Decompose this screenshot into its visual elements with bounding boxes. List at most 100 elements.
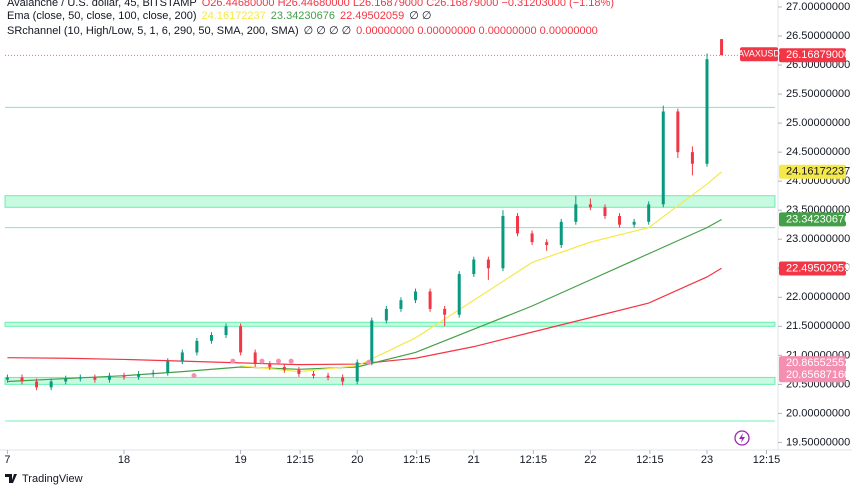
header-line: Avalanche / U.S. dollar, 45, BITSTAMP O26… xyxy=(7,0,614,9)
x-tick-label: 12:15 xyxy=(636,454,664,466)
candle-body xyxy=(64,378,68,382)
candle-body xyxy=(137,373,141,377)
ema-line xyxy=(7,267,722,366)
candle-body xyxy=(618,216,622,225)
sr-zone xyxy=(4,195,776,208)
candle-body xyxy=(370,320,374,363)
header-part: O26.44680000 H26.44680000 L26.16879000 C… xyxy=(202,0,614,9)
candle-body xyxy=(78,377,82,379)
y-tick-label: 22.00000000 xyxy=(786,291,850,303)
header-part: 24.16172237 xyxy=(202,10,266,22)
y-tick-label: 23.00000000 xyxy=(786,233,850,245)
candle-body xyxy=(661,111,665,205)
candle-body xyxy=(151,372,155,374)
candle-body xyxy=(180,352,184,362)
price-tag-label: 23.34230676 xyxy=(786,213,850,225)
price-tag-label: 20.65687160 xyxy=(786,369,850,381)
price-tag xyxy=(779,261,846,276)
candle-body xyxy=(107,375,111,380)
price-tag xyxy=(779,212,846,227)
candle-body xyxy=(209,335,213,341)
candle-body xyxy=(297,369,301,374)
candle-body xyxy=(239,326,243,353)
sr-zone xyxy=(4,321,776,327)
header-line: Ema (close, 50, close, 100, close, 200) 2… xyxy=(7,10,431,22)
symbol-label: AVAXUSD xyxy=(738,49,780,59)
candle-body xyxy=(414,291,418,301)
marker xyxy=(191,373,197,379)
candle-body xyxy=(282,366,286,370)
header-part: SRchannel (10, High/Low, 5, 1, 6, 290, 5… xyxy=(7,25,299,37)
candle-body xyxy=(268,364,272,367)
logo-mark xyxy=(5,474,17,483)
header-part: ∅ ∅ xyxy=(409,10,431,22)
candle-body xyxy=(647,204,651,222)
candle-body xyxy=(516,216,520,234)
ema-line xyxy=(7,218,722,383)
candle-body xyxy=(720,39,724,56)
y-tick-label: 21.50000000 xyxy=(786,320,850,332)
candle-body xyxy=(603,207,607,216)
price-tag-label: 26.16879000 xyxy=(786,49,850,61)
candle-body xyxy=(486,259,490,269)
x-tick-label: 21 xyxy=(468,454,480,466)
candle-body xyxy=(545,242,549,246)
candle-body xyxy=(530,233,534,243)
alert-circle xyxy=(734,430,750,446)
marker xyxy=(276,358,282,364)
x-tick-label: 12:15 xyxy=(520,454,548,466)
candle-body xyxy=(690,152,694,164)
header-part: ∅ ∅ ∅ ∅ xyxy=(304,25,352,37)
y-tick-label: 26.50000000 xyxy=(786,30,850,42)
candle-body xyxy=(20,377,24,382)
header-part: Ema (close, 50, close, 100, close, 200) xyxy=(7,10,197,22)
candle-body xyxy=(501,216,505,269)
x-tick-label: 12:15 xyxy=(403,454,431,466)
price-tag xyxy=(779,368,846,383)
candle-body xyxy=(195,340,199,353)
candle-body xyxy=(341,377,345,382)
candle-body xyxy=(472,259,476,275)
candle-body xyxy=(5,377,9,380)
candle-body xyxy=(588,204,592,208)
candle-body xyxy=(224,326,228,336)
candle-body xyxy=(443,308,447,315)
candle-body xyxy=(399,300,403,309)
x-tick-label: 19 xyxy=(234,454,246,466)
x-tick-label: 12:15 xyxy=(753,454,781,466)
y-tick-label: 25.00000000 xyxy=(786,117,850,129)
symbol-tag xyxy=(740,47,778,62)
marker xyxy=(259,358,265,364)
y-tick-label: 24.50000000 xyxy=(786,146,850,158)
header-part: 23.34230676 xyxy=(271,10,335,22)
candle-body xyxy=(93,377,97,380)
x-tick-label: 23 xyxy=(701,454,713,466)
x-tick-label: 12:15 xyxy=(286,454,314,466)
candle-body xyxy=(122,375,126,377)
y-tick-label: 20.00000000 xyxy=(786,407,850,419)
price-tag-label: 20.86552552 xyxy=(786,357,850,369)
candle-body xyxy=(676,111,680,153)
marker xyxy=(366,359,372,365)
candle-body xyxy=(632,221,636,225)
x-tick-label: 22 xyxy=(584,454,596,466)
candle-body xyxy=(49,381,53,388)
x-tick-label: 20 xyxy=(351,454,363,466)
overlay: 24.16172237 23.34230676 22.49502059 20.8655… xyxy=(7,0,850,383)
candle-body xyxy=(311,373,315,376)
sr-zone xyxy=(4,376,776,385)
price-tag xyxy=(779,356,846,371)
candle-body xyxy=(355,362,359,382)
header-part: Avalanche / U.S. dollar, 45, BITSTAMP xyxy=(7,0,197,9)
header-part: 0.00000000 0.00000000 0.00000000 0.00000… xyxy=(356,25,598,37)
candle-body xyxy=(35,381,39,388)
footer-brand: TradingView xyxy=(22,473,83,485)
price-tag xyxy=(779,48,846,63)
price-tag xyxy=(779,164,846,179)
candle-body xyxy=(574,204,578,222)
candle-body xyxy=(457,274,461,315)
y-tick-label: 27.00000000 xyxy=(786,1,850,13)
header-line: SRchannel (10, High/Low, 5, 1, 6, 290, 5… xyxy=(7,25,598,37)
candle-body xyxy=(326,375,330,378)
